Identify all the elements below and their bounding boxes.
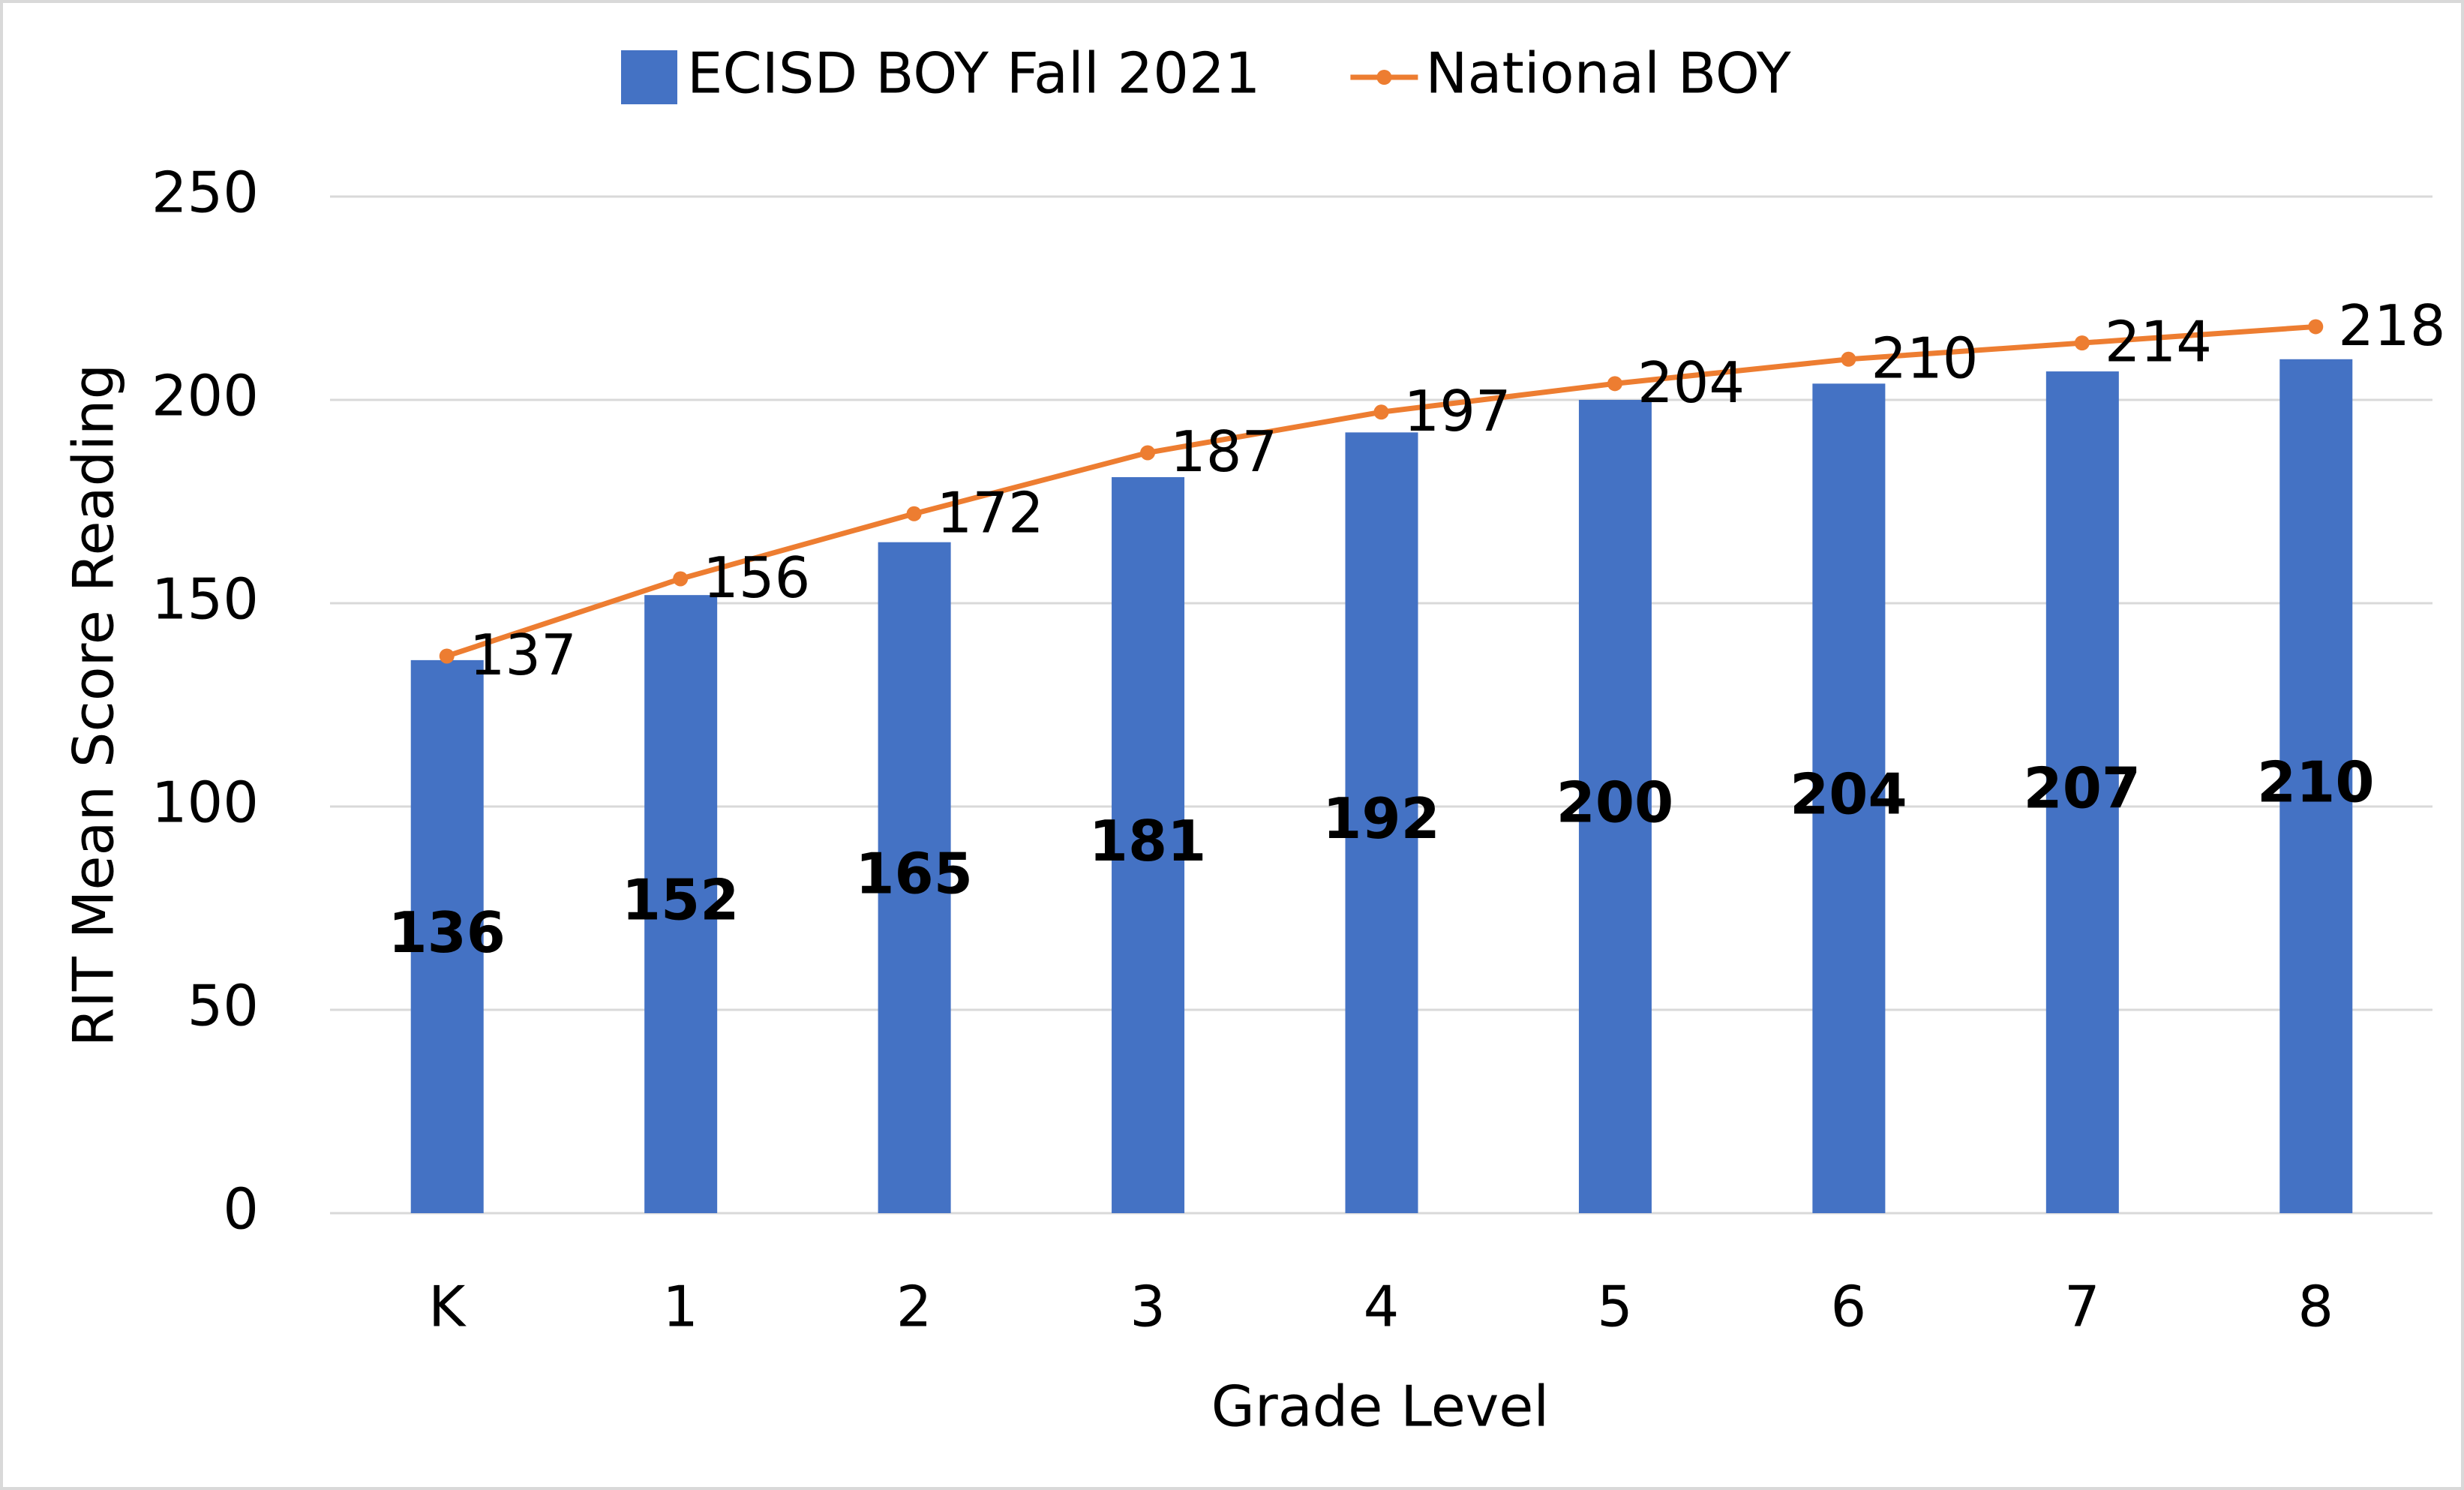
line-value-label: 172 [937, 479, 1044, 545]
line-value-label: 210 [1871, 325, 1978, 391]
line-value-label: 204 [1637, 350, 1745, 416]
bar-value-label: 165 [855, 840, 973, 906]
bar-value-label: 207 [2024, 756, 2141, 822]
legend-marker [1376, 70, 1392, 85]
legend-label: ECISD BOY Fall 2021 [687, 41, 1260, 107]
x-tick-label: 2 [896, 1274, 932, 1340]
bar-value-label: 200 [1556, 770, 1674, 836]
y-axis-label: RIT Mean Score Reading [61, 364, 127, 1047]
bar [1112, 476, 1185, 1213]
x-tick-label: 1 [662, 1274, 698, 1340]
bar [644, 595, 718, 1213]
line-value-label: 187 [1170, 419, 1277, 485]
x-axis-label: Grade Level [1211, 1374, 1549, 1440]
line-marker [439, 648, 455, 664]
y-tick-label: 100 [152, 770, 259, 836]
bar-value-label: 152 [622, 867, 740, 933]
x-tick-label: K [428, 1274, 467, 1340]
bar [878, 542, 951, 1213]
bar [2279, 359, 2353, 1213]
bar [410, 659, 484, 1213]
line-marker [2074, 335, 2090, 351]
line-marker [673, 571, 689, 587]
bar-value-label: 136 [388, 900, 506, 966]
y-tick-label: 150 [152, 566, 259, 632]
x-tick-label: 6 [1831, 1274, 1867, 1340]
bar-value-label: 192 [1322, 786, 1440, 852]
line-value-label: 197 [1404, 378, 1511, 444]
y-tick-label: 250 [152, 160, 259, 226]
line-value-label: 214 [2105, 309, 2212, 375]
bar [1812, 383, 1886, 1213]
line-marker [1140, 445, 1156, 461]
line-marker [1373, 404, 1389, 420]
x-tick-label: 8 [2297, 1274, 2333, 1340]
x-tick-label: 4 [1364, 1274, 1400, 1340]
x-tick-label: 3 [1130, 1274, 1166, 1340]
legend-swatch [621, 50, 677, 104]
bar [2045, 371, 2119, 1213]
line-marker [2308, 319, 2324, 335]
line-value-label: 137 [470, 622, 577, 688]
y-tick-label: 200 [152, 363, 259, 429]
bar-value-label: 210 [2257, 749, 2375, 815]
bar [1578, 400, 1652, 1213]
y-tick-label: 0 [223, 1176, 259, 1242]
bar [1345, 432, 1418, 1213]
bar-value-label: 204 [1790, 762, 1907, 828]
legend-label: National BOY [1425, 41, 1790, 107]
line-value-label: 156 [703, 545, 810, 611]
line-value-label: 218 [2338, 293, 2445, 359]
line-marker [1841, 351, 1856, 367]
x-tick-label: 7 [2064, 1274, 2100, 1340]
line-marker [906, 506, 922, 521]
bar-value-label: 181 [1089, 808, 1207, 874]
line-marker [1607, 376, 1622, 392]
x-tick-label: 5 [1597, 1274, 1633, 1340]
y-tick-label: 50 [188, 973, 259, 1039]
